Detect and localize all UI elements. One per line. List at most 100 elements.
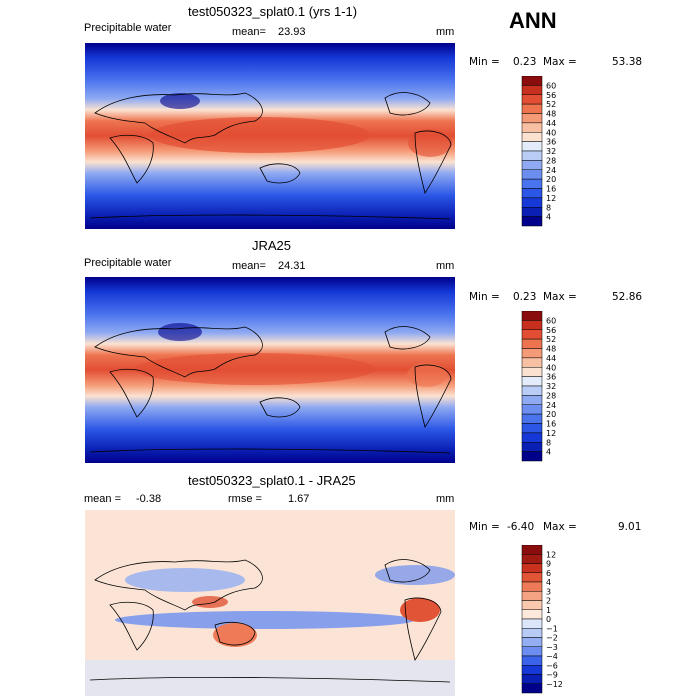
panel1-colorbar-tick-label: 36 bbox=[546, 138, 556, 147]
panel3-colorbar-tick-label: −6 bbox=[546, 661, 558, 670]
panel2-amazon bbox=[407, 363, 447, 387]
panel3-rmse-label: rmse = bbox=[228, 493, 262, 505]
panel3-colorbar-swatch bbox=[521, 545, 543, 555]
panel2-colorbar-tick-label: 48 bbox=[546, 345, 556, 354]
panel3-colorbar-swatch bbox=[521, 683, 543, 694]
panel1-colorbar-swatch bbox=[521, 169, 543, 180]
panel1-colorbar-tick-label: 8 bbox=[546, 203, 551, 212]
panel3-colorbar-tick-label: 1 bbox=[546, 606, 551, 615]
panel3-units: mm bbox=[436, 493, 455, 505]
panel1-colorbar-tick-label: 40 bbox=[546, 128, 556, 137]
panel2-warm-pool bbox=[135, 353, 375, 385]
season-label: ANN bbox=[509, 8, 557, 33]
panel3-colorbar-swatch bbox=[521, 609, 543, 620]
panel2-colorbar-swatch bbox=[521, 404, 543, 415]
panel2-colorbar-tick-label: 40 bbox=[546, 363, 556, 372]
panel1-variable-label: Precipitable water bbox=[84, 22, 172, 34]
panel2-colorbar-tick-label: 12 bbox=[546, 429, 556, 438]
panel3-colorbar-tick-label: 9 bbox=[546, 560, 551, 569]
panel1-colorbar-tick-label: 32 bbox=[546, 147, 556, 156]
panel1-colorbar-tick-label: 12 bbox=[546, 194, 556, 203]
panel2-colorbar-swatch bbox=[521, 385, 543, 396]
panel3-colorbar-swatch bbox=[521, 600, 543, 610]
panel1-colorbar-tick-label: 20 bbox=[546, 175, 556, 184]
panel2-colorbar-swatch bbox=[521, 432, 543, 443]
panel3-colorbar-tick-label: −4 bbox=[546, 652, 558, 661]
panel3-pos-amazon bbox=[400, 598, 440, 622]
panel1-units: mm bbox=[436, 26, 455, 38]
panel1-colorbar-swatch bbox=[521, 216, 543, 227]
panel2-colorbar-swatch bbox=[521, 357, 543, 368]
panel2-colorbar-swatch bbox=[521, 329, 543, 340]
panel1-colorbar-swatch bbox=[521, 160, 543, 170]
panel1-mean-label: mean= bbox=[232, 26, 266, 38]
panel1-colorbar-tick-label: 56 bbox=[546, 91, 556, 100]
panel1-colorbar-swatch bbox=[521, 141, 543, 152]
panel3-colorbar-tick-label: 6 bbox=[546, 569, 551, 578]
panel1-colorbar-swatch bbox=[521, 76, 543, 86]
panel3-colorbar-tick-label: −1 bbox=[546, 624, 558, 633]
panel2-colorbar-swatch bbox=[521, 413, 543, 424]
panel1-colorbar-tick-label: 44 bbox=[546, 119, 556, 128]
panel1-colorbar-swatch bbox=[521, 207, 543, 217]
panel1-colorbar-swatch bbox=[521, 85, 543, 95]
panel1-max-value: 53.38 bbox=[612, 56, 643, 68]
panel1-title: test050323_splat0.1 (yrs 1-1) bbox=[188, 4, 358, 19]
panel3-colorbar-swatch bbox=[521, 554, 543, 564]
panel3-neg-band-3 bbox=[375, 565, 455, 585]
panel3-colorbar-swatch bbox=[521, 655, 543, 666]
panel2-mean-label: mean= bbox=[232, 260, 266, 272]
panel1-colorbar-tick-label: 48 bbox=[546, 110, 556, 119]
panel2-tibet bbox=[158, 323, 202, 341]
panel2-colorbar-tick-label: 4 bbox=[546, 448, 551, 457]
panel2-map bbox=[85, 277, 455, 463]
panel3-pos-indonesia bbox=[192, 596, 228, 608]
panel2-colorbar-swatch bbox=[521, 338, 543, 349]
panel3-map bbox=[85, 510, 455, 696]
panel1-colorbar-swatch bbox=[521, 132, 543, 142]
panel2-colorbar-tick-label: 52 bbox=[546, 335, 556, 344]
panel3-colorbar-swatch bbox=[521, 591, 543, 601]
panel2-colorbar-swatch bbox=[521, 348, 543, 359]
panel1-colorbar-tick-label: 60 bbox=[546, 81, 556, 90]
panel3-colorbar-swatch bbox=[521, 628, 543, 638]
panel3-colorbar-tick-label: −3 bbox=[546, 643, 558, 652]
panel1-colorbar-swatch bbox=[521, 197, 543, 208]
panel3-colorbar-tick-label: −9 bbox=[546, 671, 558, 680]
panel3-min-value: -6.40 bbox=[507, 521, 535, 533]
panel2-colorbar-swatch bbox=[521, 442, 543, 452]
panel3-colorbar-tick-label: 0 bbox=[546, 615, 551, 624]
panel3-colorbar-tick-label: −12 bbox=[546, 680, 563, 689]
panel3-colorbar-swatch bbox=[521, 637, 543, 647]
panel2-units: mm bbox=[436, 260, 455, 272]
panel1-colorbar-swatch bbox=[521, 150, 543, 161]
panel3-max-value: 9.01 bbox=[618, 521, 642, 533]
panel2-coastlines bbox=[89, 326, 452, 454]
panel3-colorbar-tick-label: −2 bbox=[546, 634, 558, 643]
panel2-colorbar-tick-label: 32 bbox=[546, 382, 556, 391]
panel3-colorbar-swatch bbox=[521, 646, 543, 657]
panel1-colorbar-swatch bbox=[521, 113, 543, 124]
panel1-colorbar-tick-label: 4 bbox=[546, 213, 551, 222]
panel3-colorbar-tick-label: 12 bbox=[546, 550, 556, 559]
panel2-colorbar-tick-label: 36 bbox=[546, 373, 556, 382]
panel2-max-value: 52.86 bbox=[612, 291, 643, 303]
panel3-colorbar-tick-label: 4 bbox=[546, 578, 551, 587]
panel2-colorbar-swatch bbox=[521, 320, 543, 330]
panel3-rmse-value: 1.67 bbox=[288, 493, 310, 505]
panel3-mean-value: -0.38 bbox=[136, 493, 162, 505]
panel2-colorbar-tick-label: 44 bbox=[546, 354, 556, 363]
panel1-colorbar-tick-label: 16 bbox=[546, 185, 556, 194]
panel3-min-label: Min = bbox=[469, 521, 500, 533]
panel2-colorbar-tick-label: 8 bbox=[546, 438, 551, 447]
panel2-colorbar-tick-label: 16 bbox=[546, 420, 556, 429]
panel3-colorbar-swatch bbox=[521, 665, 543, 675]
panel2-colorbar-tick-label: 20 bbox=[546, 410, 556, 419]
panel1-mean-value: 23.93 bbox=[278, 26, 306, 38]
panel1-coastlines bbox=[89, 92, 452, 220]
panel3-colorbar-swatch bbox=[521, 563, 543, 573]
panel2-colorbar-tick-label: 56 bbox=[546, 326, 556, 335]
panel2-colorbar-swatch bbox=[521, 311, 543, 321]
panel2-colorbar-swatch bbox=[521, 395, 543, 405]
